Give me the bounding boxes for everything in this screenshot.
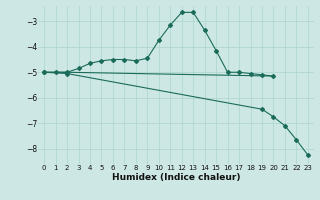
X-axis label: Humidex (Indice chaleur): Humidex (Indice chaleur) <box>112 173 240 182</box>
